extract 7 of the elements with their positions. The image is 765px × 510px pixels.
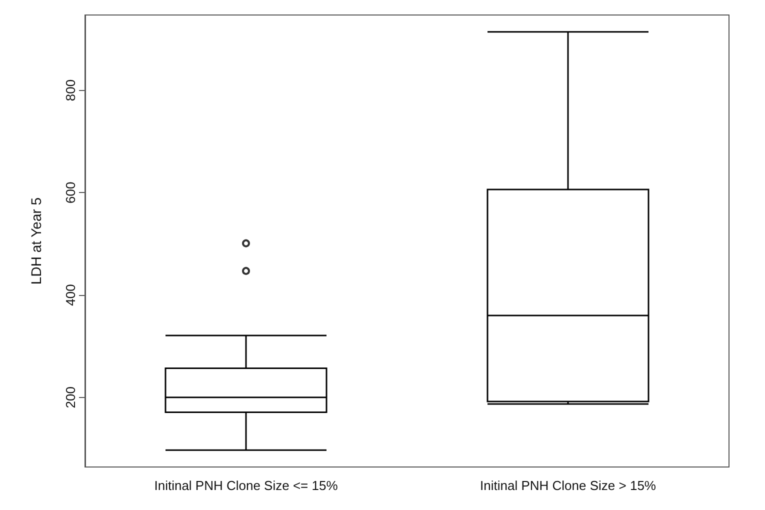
y-tick-label: 800	[63, 79, 78, 102]
y-axis-title: LDH at Year 5	[28, 197, 44, 285]
x-tick-label: Initinal PNH Clone Size > 15%	[480, 478, 656, 493]
y-tick-label: 400	[63, 284, 78, 306]
y-tick-label: 200	[63, 386, 78, 408]
x-tick-label: Initinal PNH Clone Size <= 15%	[154, 478, 338, 493]
y-tick-label: 600	[63, 182, 78, 204]
